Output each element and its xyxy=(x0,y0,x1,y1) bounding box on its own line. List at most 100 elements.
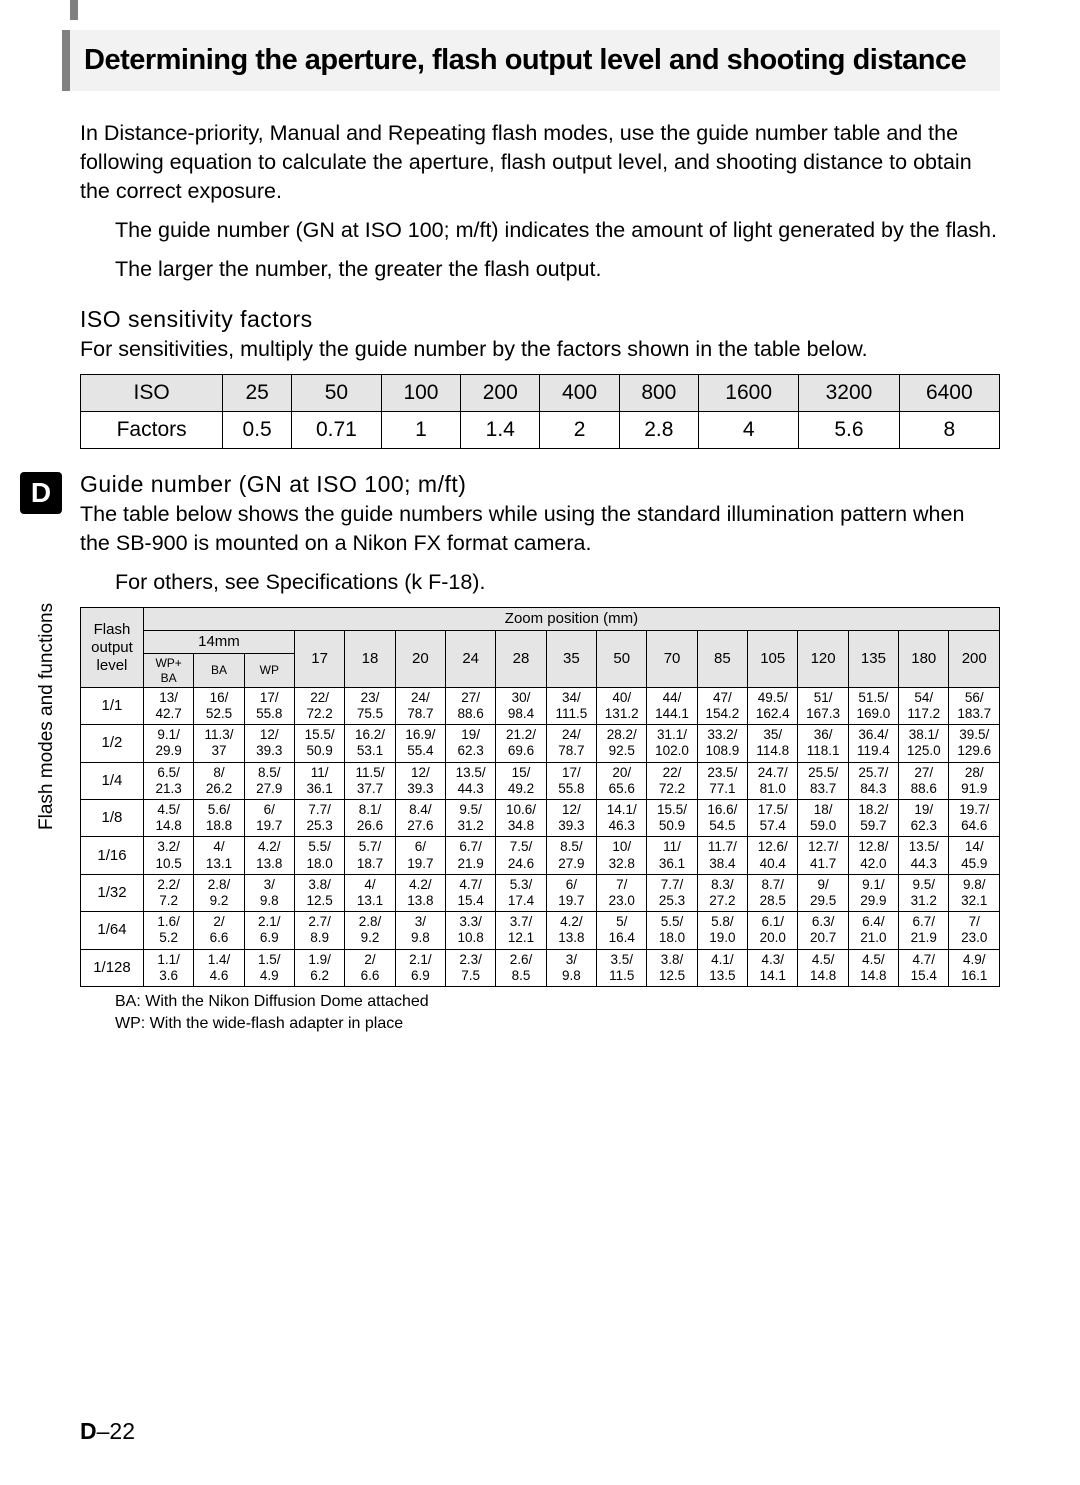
section-letter-badge: D xyxy=(20,472,62,514)
gn-cell: 17/55.8 xyxy=(546,762,596,799)
gn-cell: 56/183.7 xyxy=(949,687,1000,724)
iso-heading: ISO sensitivity factors xyxy=(80,306,1000,333)
gn-cell: 35/114.8 xyxy=(748,725,798,762)
side-label: Flash modes and functions xyxy=(36,603,58,830)
gn-cell: 3.5/11.5 xyxy=(597,949,647,986)
gn-cell: 12/39.3 xyxy=(395,762,445,799)
gn-row-label: 1/32 xyxy=(81,874,144,911)
gn-cell: 2/6.6 xyxy=(345,949,395,986)
gn-cell: 1.5/4.9 xyxy=(244,949,294,986)
gn-zoom-header: 18 xyxy=(345,631,395,688)
gn-cell: 3.2/10.5 xyxy=(143,837,193,874)
gn-zoom-header: 200 xyxy=(949,631,1000,688)
gn-zoom-header: 105 xyxy=(748,631,798,688)
gn-cell: 24/78.7 xyxy=(395,687,445,724)
gn-cell: 54/117.2 xyxy=(899,687,949,724)
gn-cell: 8.5/27.9 xyxy=(244,762,294,799)
gn-cell: 6/19.7 xyxy=(546,874,596,911)
gn-side-header: Flashoutputlevel xyxy=(81,608,144,688)
gn-cell: 9.1/29.9 xyxy=(143,725,193,762)
gn-cell: 5.5/18.0 xyxy=(647,912,697,949)
gn-cell: 11.5/37.7 xyxy=(345,762,395,799)
gn-cell: 11.3/37 xyxy=(194,725,244,762)
gn-cell: 2/6.6 xyxy=(194,912,244,949)
gn-note-1: The guide number (GN at ISO 100; m/ft) i… xyxy=(80,216,1000,245)
gn-cell: 24.7/81.0 xyxy=(748,762,798,799)
gn-cell: 9.5/31.2 xyxy=(899,874,949,911)
gn-cell: 28.2/92.5 xyxy=(597,725,647,762)
gn-cell: 16.2/53.1 xyxy=(345,725,395,762)
gn-cell: 6/19.7 xyxy=(395,837,445,874)
gn-zoom-header: 120 xyxy=(798,631,848,688)
gn-cell: 4.1/13.5 xyxy=(697,949,747,986)
gn-zoom-header: 135 xyxy=(848,631,898,688)
gn-cell: 5.3/17.4 xyxy=(496,874,546,911)
gn-cell: 11/36.1 xyxy=(294,762,344,799)
gn-zoom-header: 50 xyxy=(597,631,647,688)
gn-cell: 22/72.2 xyxy=(294,687,344,724)
gn-cell: 51.5/169.0 xyxy=(848,687,898,724)
gn-14mm-sub-header: WP+BA xyxy=(143,654,193,688)
gn-cell: 8.5/27.9 xyxy=(546,837,596,874)
gn-top-header: Zoom position (mm) xyxy=(143,608,999,631)
gn-cell: 17/55.8 xyxy=(244,687,294,724)
gn-cell: 2.1/6.9 xyxy=(395,949,445,986)
iso-cell: 2 xyxy=(540,412,619,449)
gn-cell: 47/154.2 xyxy=(697,687,747,724)
gn-cell: 19.7/64.6 xyxy=(949,800,1000,837)
gn-cell: 6.7/21.9 xyxy=(446,837,496,874)
gn-cell: 5.6/18.8 xyxy=(194,800,244,837)
iso-cell: 0.71 xyxy=(292,412,382,449)
gn-cell: 9.1/29.9 xyxy=(848,874,898,911)
gn-zoom-header: 180 xyxy=(899,631,949,688)
gn-heading: Guide number (GN at ISO 100; m/ft) xyxy=(80,471,1000,498)
gn-cell: 18/59.0 xyxy=(798,800,848,837)
intro-text: In Distance-priority, Manual and Repeati… xyxy=(80,119,1000,206)
iso-header-cell: ISO xyxy=(81,375,223,412)
gn-cell: 6.1/20.0 xyxy=(748,912,798,949)
iso-table: ISO2550100200400800160032006400 Factors0… xyxy=(80,374,1000,449)
gn-cell: 7/23.0 xyxy=(949,912,1000,949)
gn-zoom-header: 24 xyxy=(446,631,496,688)
gn-cell: 27/88.6 xyxy=(446,687,496,724)
page-section: D xyxy=(80,1418,97,1444)
gn-cell: 1.4/4.6 xyxy=(194,949,244,986)
gn-cell: 12.8/42.0 xyxy=(848,837,898,874)
gn-row-label: 1/16 xyxy=(81,837,144,874)
gn-cell: 12/39.3 xyxy=(546,800,596,837)
gn-cell: 2.1/6.9 xyxy=(244,912,294,949)
iso-header-cell: 100 xyxy=(381,375,460,412)
gn-cell: 4.2/13.8 xyxy=(546,912,596,949)
gn-cell: 36.4/119.4 xyxy=(848,725,898,762)
iso-header-cell: 1600 xyxy=(699,375,799,412)
footnote-2: WP: With the wide-flash adapter in place xyxy=(80,1013,1000,1035)
iso-text: For sensitivities, multiply the guide nu… xyxy=(80,335,1000,364)
gn-cell: 3/9.8 xyxy=(546,949,596,986)
gn-cell: 12.7/41.7 xyxy=(798,837,848,874)
gn-cell: 13.5/44.3 xyxy=(446,762,496,799)
gn-cell: 15.5/50.9 xyxy=(647,800,697,837)
gn-cell: 7/23.0 xyxy=(597,874,647,911)
gn-cell: 5.7/18.7 xyxy=(345,837,395,874)
gn-row-label: 1/4 xyxy=(81,762,144,799)
gn-cell: 30/98.4 xyxy=(496,687,546,724)
gn-cell: 44/144.1 xyxy=(647,687,697,724)
iso-header-cell: 6400 xyxy=(899,375,999,412)
gn-cell: 4.5/14.8 xyxy=(848,949,898,986)
gn-cell: 7.7/25.3 xyxy=(294,800,344,837)
gn-cell: 8.7/28.5 xyxy=(748,874,798,911)
gn-cell: 49.5/162.4 xyxy=(748,687,798,724)
iso-header-cell: 200 xyxy=(461,375,540,412)
gn-cell: 6.5/21.3 xyxy=(143,762,193,799)
gn-cell: 8.1/26.6 xyxy=(345,800,395,837)
gn-cell: 3.8/12.5 xyxy=(647,949,697,986)
gn-cell: 8.3/27.2 xyxy=(697,874,747,911)
gn-cell: 25.5/83.7 xyxy=(798,762,848,799)
page-title: Determining the aperture, flash output l… xyxy=(84,44,1000,77)
gn-cell: 6/19.7 xyxy=(244,800,294,837)
gn-14mm-header: 14mm xyxy=(143,631,294,654)
gn-cell: 2.6/8.5 xyxy=(496,949,546,986)
gn-table: FlashoutputlevelZoom position (mm)14mm 17… xyxy=(80,607,1000,987)
header-rule xyxy=(70,0,78,20)
gn-cell: 10/32.8 xyxy=(597,837,647,874)
